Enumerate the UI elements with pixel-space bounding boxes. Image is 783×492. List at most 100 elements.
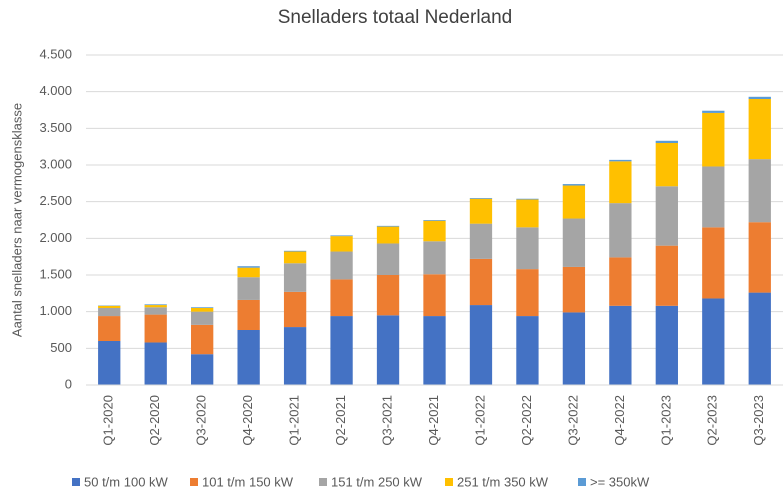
bar-segment — [330, 279, 353, 317]
x-tick-label: Q4-2020 — [240, 395, 255, 446]
bar-segment — [191, 307, 214, 308]
bar-segment — [237, 266, 260, 268]
bar-segment — [516, 316, 539, 385]
bar-segment — [98, 308, 121, 317]
bar-segment — [237, 299, 260, 330]
bar-segment — [516, 227, 539, 270]
bar-segment — [516, 198, 539, 200]
bar-segment — [423, 220, 446, 242]
bar-segment — [469, 258, 493, 306]
bar-segment — [748, 222, 771, 293]
bar-segment — [423, 274, 446, 317]
y-tick-label: 500 — [50, 340, 72, 355]
bar-segment — [144, 342, 167, 385]
bar-segment — [469, 198, 493, 199]
x-tick-label: Q1-2022 — [472, 395, 487, 446]
bar-segment — [191, 311, 214, 325]
bar-segment — [609, 203, 632, 258]
x-tick-label: Q4-2021 — [426, 395, 441, 446]
chart-title: Snelladers totaal Nederland — [278, 7, 513, 28]
bar-segment — [98, 341, 121, 385]
bar-segment — [469, 223, 493, 259]
bar-segment — [655, 140, 678, 143]
x-tick-label: Q1-2021 — [287, 395, 302, 446]
bar-segment — [469, 305, 493, 385]
bar-segment — [376, 225, 400, 227]
y-tick-label: 2.000 — [39, 230, 72, 245]
x-tick-label: Q3-2020 — [194, 395, 209, 446]
bar-segment — [748, 159, 771, 223]
y-tick-label: 0 — [65, 376, 72, 391]
legend-label: >= 350kW — [590, 474, 650, 489]
bar-segment — [144, 314, 167, 343]
bar-segment — [191, 324, 214, 355]
bar-segment — [423, 241, 446, 275]
bar-segment — [748, 96, 771, 99]
y-tick-label: 4.000 — [39, 83, 72, 98]
legend-label: 101 t/m 150 kW — [202, 474, 294, 489]
bar-segment — [702, 166, 725, 228]
y-tick-label: 3.500 — [39, 120, 72, 135]
bar-segment — [376, 243, 400, 275]
bar-segment — [748, 292, 771, 385]
bar-segment — [376, 315, 400, 385]
bar-segment — [609, 305, 632, 385]
x-tick-label: Q1-2023 — [658, 395, 673, 446]
bar-segment — [702, 110, 725, 113]
x-tick-label: Q2-2020 — [147, 395, 162, 446]
bar-segment — [702, 227, 725, 299]
bar-segment — [191, 308, 214, 312]
legend-swatch — [190, 478, 198, 486]
bar-segment — [330, 236, 353, 252]
bar-segment — [376, 226, 400, 244]
bar-segment — [748, 99, 771, 160]
bar-segment — [144, 304, 167, 306]
bar-segment — [562, 218, 586, 267]
bar-segment — [330, 235, 353, 237]
legend-swatch — [319, 478, 327, 486]
x-tick-label: Q4-2022 — [612, 395, 627, 446]
bar-segment — [237, 330, 260, 385]
x-tick-label: Q2-2022 — [519, 395, 534, 446]
bar-segment — [516, 269, 539, 317]
bar-segment — [562, 185, 586, 219]
bar-segment — [655, 143, 678, 187]
bar-segment — [655, 245, 678, 306]
bar-segment — [283, 291, 307, 328]
bar-segment — [562, 312, 586, 385]
bar-segment — [655, 305, 678, 385]
bar-segment — [609, 257, 632, 306]
y-tick-label: 4.500 — [39, 46, 72, 61]
bar-segment — [237, 267, 260, 278]
bar-segment — [330, 316, 353, 385]
legend-label: 151 t/m 250 kW — [331, 474, 423, 489]
bar-segment — [423, 316, 446, 385]
x-tick-label: Q3-2023 — [751, 395, 766, 446]
bar-segment — [283, 250, 307, 252]
legend-label: 50 t/m 100 kW — [84, 474, 169, 489]
bar-segment — [609, 161, 632, 204]
x-tick-label: Q2-2023 — [705, 395, 720, 446]
bar-segment — [423, 220, 446, 221]
bar-segment — [98, 316, 121, 341]
y-tick-label: 1.000 — [39, 303, 72, 318]
bar-segment — [144, 307, 167, 315]
y-tick-label: 3.000 — [39, 156, 72, 171]
x-tick-label: Q2-2021 — [333, 395, 348, 446]
bar-segment — [469, 198, 493, 224]
bar-segment — [283, 263, 307, 292]
legend-label: 251 t/m 350 kW — [457, 474, 549, 489]
bar-segment — [191, 354, 214, 385]
bar-segment — [655, 186, 678, 246]
x-tick-label: Q1-2020 — [101, 395, 116, 446]
bar-segment — [376, 275, 400, 316]
bar-segment — [237, 277, 260, 300]
y-tick-label: 1.500 — [39, 266, 72, 281]
x-tick-label: Q3-2021 — [379, 395, 394, 446]
legend-swatch — [72, 478, 80, 486]
bar-segment — [330, 251, 353, 280]
bar-segment — [283, 327, 307, 385]
bar-segment — [516, 199, 539, 228]
